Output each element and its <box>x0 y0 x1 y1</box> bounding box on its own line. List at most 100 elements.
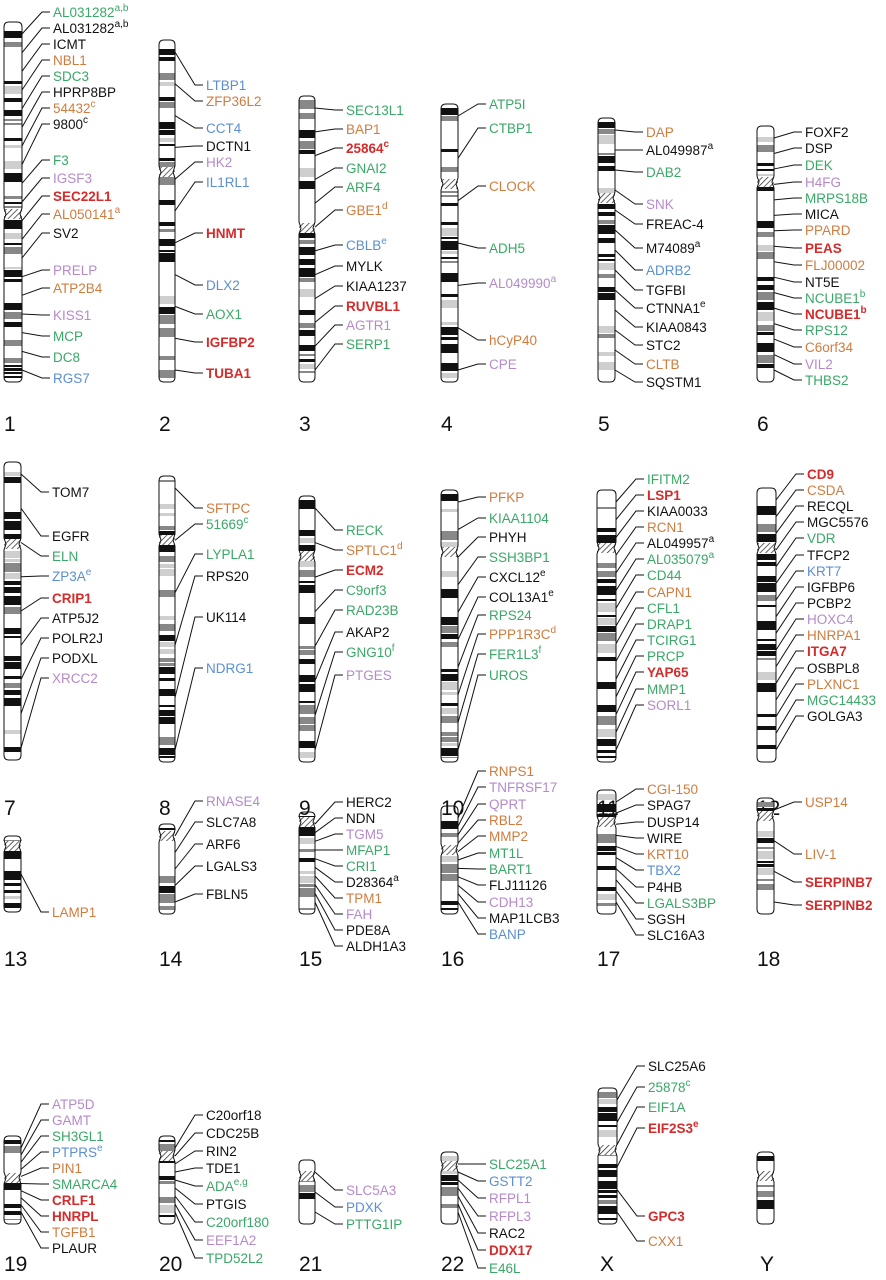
gene-leader-line <box>314 631 343 682</box>
chromosome-7-ideogram <box>3 461 22 761</box>
gene-label: CXCL12e <box>489 568 546 585</box>
gene-label: BANP <box>489 927 526 942</box>
chromosome-label-1: 1 <box>4 413 16 436</box>
chromosome-X-ideogram <box>597 1087 618 1225</box>
chromosome-Y: Y <box>756 1151 775 1276</box>
gene-leader-line <box>773 840 802 855</box>
gene-leader-line <box>457 893 486 919</box>
chromosome-label-19: 19 <box>4 1253 27 1276</box>
gene-leader-line <box>21 91 50 128</box>
gene-label: PIN1 <box>52 1161 82 1176</box>
gene-label: DLX2 <box>206 278 240 293</box>
gene-leader-line <box>314 265 343 276</box>
gene-leader-line <box>457 876 486 886</box>
gene-label: TOM7 <box>52 485 89 500</box>
gene-label: CDH13 <box>489 895 533 910</box>
gene-label: ATP5D <box>52 1097 95 1112</box>
gene-label: IGFBP6 <box>807 580 855 595</box>
gene-label: PTTG1IP <box>346 1217 402 1232</box>
gene-label: AL035079a <box>647 550 715 567</box>
gene-label: CCT4 <box>206 121 242 136</box>
gene-label: RPS24 <box>489 608 532 623</box>
gene-leader-line <box>314 609 343 647</box>
gene-leader-line <box>775 618 804 651</box>
gene-leader-line <box>616 1106 645 1146</box>
gene-leader-line <box>174 575 203 646</box>
gene-label: BAP1 <box>346 122 381 137</box>
gene-label: FBLN5 <box>206 887 248 902</box>
gene-label: C20orf180 <box>206 1215 269 1230</box>
gene-label: RCN1 <box>647 520 684 535</box>
gene-leader-line <box>773 245 802 249</box>
gene-label: NDRG1 <box>206 661 253 676</box>
gene-leader-line <box>615 558 644 591</box>
gene-label: EIF1A <box>648 1100 686 1115</box>
gene-label: HNMT <box>206 226 246 241</box>
gene-label: LAMP1 <box>52 905 96 920</box>
gene-leader-line <box>615 901 644 936</box>
gene-leader-line <box>615 607 644 644</box>
gene-label: LSP1 <box>647 488 681 503</box>
gene-leader-line <box>775 505 804 534</box>
gene-label: NT5E <box>805 275 840 290</box>
gene-leader-line <box>20 1211 49 1249</box>
gene-label: AL050141a <box>53 205 121 222</box>
gene-leader-line <box>775 473 804 501</box>
gene-label: ADAe,g <box>206 1177 248 1194</box>
chromosome-label-14: 14 <box>159 948 183 971</box>
chromosome-label-10: 10 <box>441 797 464 820</box>
gene-leader-line <box>21 75 50 109</box>
gene-label: NBL1 <box>53 53 87 68</box>
chromosome-label-4: 4 <box>441 413 453 436</box>
gene-leader-line <box>615 890 644 920</box>
chromosome-label-21: 21 <box>299 1253 322 1276</box>
gene-label: SLC25A1 <box>489 1157 547 1172</box>
gene-label: COL13A1e <box>489 588 554 605</box>
gene-leader-line <box>616 1211 645 1242</box>
gene-leader-line <box>614 189 643 205</box>
gene-leader-line <box>775 699 804 734</box>
gene-label: NCUBE1b <box>805 305 867 322</box>
gene-leader-line <box>773 131 802 139</box>
gene-label: THBS2 <box>805 373 849 388</box>
chromosome-6-ideogram <box>756 125 775 383</box>
gene-label: CXX1 <box>648 1234 683 1249</box>
chromosome-10-ideogram <box>440 489 459 763</box>
gene-label: LTBP1 <box>206 78 246 93</box>
gene-label: 51669c <box>206 515 249 532</box>
gene-label: HNRPA1 <box>807 628 861 643</box>
gene-label: DC8 <box>53 350 80 365</box>
gene-leader-line <box>457 1203 486 1251</box>
gene-label: RECK <box>346 523 384 538</box>
gene-leader-line <box>21 287 50 296</box>
gene-label: CRIP1 <box>52 591 92 606</box>
gene-label: CLTB <box>646 357 680 372</box>
gene-label: DAP <box>646 125 674 140</box>
gene-label: SERPINB2 <box>805 898 873 913</box>
gene-leader-line <box>314 1171 343 1191</box>
gene-leader-line <box>20 1204 49 1233</box>
gene-label: GPC3 <box>648 1209 685 1224</box>
gene-leader-line <box>775 634 804 667</box>
gene-leader-line <box>174 800 203 837</box>
gene-leader-line <box>21 350 50 358</box>
chromosome-label-15: 15 <box>299 948 322 971</box>
gene-label: DSP <box>805 141 833 156</box>
gene-leader-line <box>174 523 203 541</box>
gene-leader-line <box>314 244 343 252</box>
chromosome-10: 10 PFKP KIAA1104 PHYH SSH3BP1 CXCL12e COL13A1e… <box>440 489 556 820</box>
gene-label: MCP <box>53 329 83 344</box>
gene-label: MMP1 <box>647 682 686 697</box>
gene-leader-line <box>457 1179 486 1199</box>
chromosome-label-16: 16 <box>441 948 464 971</box>
gene-leader-line <box>314 651 343 716</box>
gene-label: RIN2 <box>206 1144 237 1159</box>
gene-leader-line <box>614 209 643 225</box>
gene-leader-line <box>615 655 644 698</box>
gene-label: KIAA0033 <box>647 504 708 519</box>
gene-label: FLJ11126 <box>489 878 547 893</box>
gene-leader-line <box>773 261 802 266</box>
